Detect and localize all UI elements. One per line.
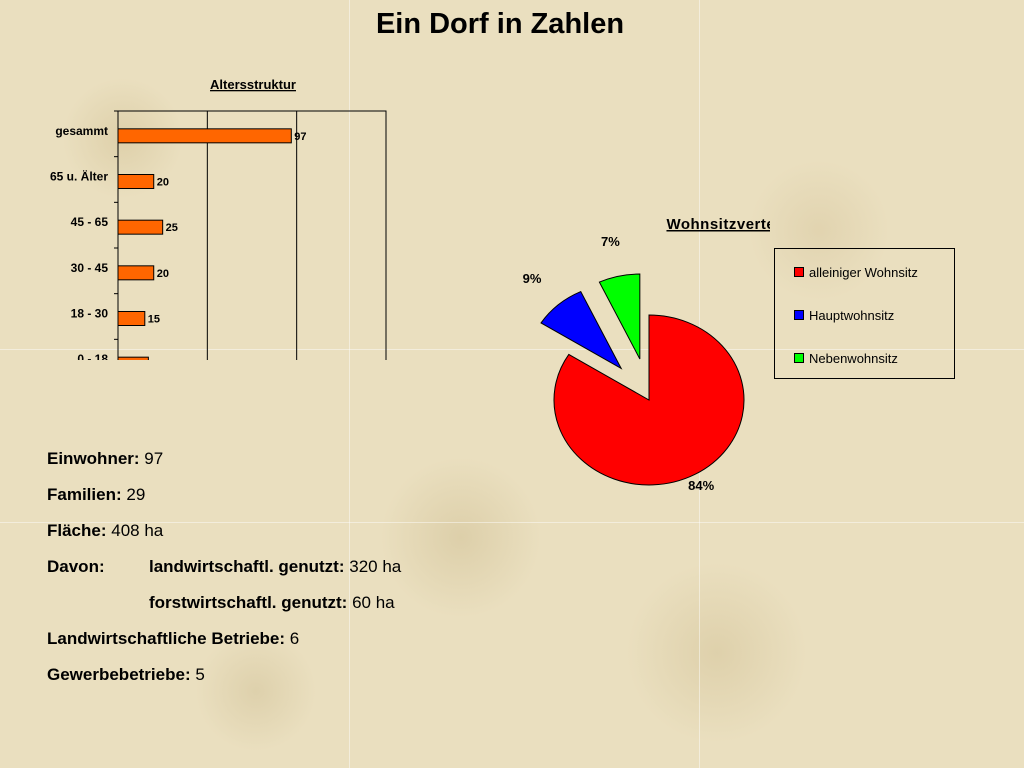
fact-label: Fläche: [47, 521, 107, 540]
fact-flaeche: Fläche: 408 ha [47, 518, 401, 554]
category-label: 18 - 30 [71, 307, 109, 321]
fact-label: landwirtschaftl. genutzt: [149, 557, 345, 576]
category-label: 0 - 18 [77, 352, 108, 360]
bar [117, 311, 146, 326]
bar-value-label: 15 [148, 314, 160, 326]
legend-item: Hauptwohnsitz [794, 308, 894, 323]
category-label: 65 u. Älter [50, 169, 108, 184]
fact-landwirtschaftl: Davon: landwirtschaftl. genutzt: 320 ha [47, 554, 401, 590]
slide-grid-line [0, 349, 1024, 350]
bar-value-label: 20 [157, 268, 169, 280]
fact-label: Einwohner: [47, 449, 140, 468]
bar-value-label: 20 [157, 177, 169, 189]
legend-item: alleiniger Wohnsitz [794, 265, 918, 280]
legend-item: Nebenwohnsitz [794, 351, 898, 366]
fact-familien: Familien: 29 [47, 482, 401, 518]
fact-einwohner: Einwohner: 97 [47, 446, 401, 482]
pie-slice [540, 290, 623, 370]
bar-value-label: 97 [294, 131, 306, 143]
pie-slice [598, 273, 641, 360]
pie-legend: alleiniger Wohnsitz Hauptwohnsitz Nebenw… [774, 248, 955, 379]
category-label: 30 - 45 [71, 261, 109, 275]
bar [117, 219, 164, 235]
legend-label: Hauptwohnsitz [809, 308, 895, 323]
pie-slice [553, 314, 745, 486]
bar-value-label: 17 [151, 359, 163, 360]
fact-value: 320 ha [349, 557, 402, 576]
fact-value: 5 [195, 665, 205, 684]
page-title: Ein Dorf in Zahlen [375, 8, 625, 40]
pie-value-label: 84% [688, 478, 714, 493]
category-label: gesammt [55, 124, 108, 138]
bar [117, 356, 149, 360]
category-label: 45 - 65 [71, 215, 109, 229]
fact-value: 97 [144, 449, 164, 468]
slide-grid-line [349, 0, 350, 768]
pie-value-label: 7% [601, 234, 620, 249]
slide-grid-line [0, 522, 1024, 523]
bar-value-label: 25 [166, 222, 178, 234]
legend-label: alleiniger Wohnsitz [809, 265, 918, 280]
fact-label: forstwirtschaftl. genutzt: [149, 593, 348, 612]
pie-value-label: 9% [523, 271, 542, 286]
legend-swatch-green [794, 353, 804, 363]
fact-davon-label: Davon: [47, 557, 105, 576]
legend-swatch-red [794, 267, 804, 277]
bar [117, 128, 292, 144]
legend-label: Nebenwohnsitz [809, 351, 898, 366]
pie-chart-title: Wohnsitzverteilung [666, 216, 770, 233]
fact-value: 60 ha [352, 593, 395, 612]
fact-value: 6 [289, 629, 300, 648]
fact-forstwirtschaftl: forstwirtschaftl. genutzt: 60 ha [47, 590, 401, 626]
fact-label: Familien: [47, 485, 122, 504]
bar [117, 265, 155, 281]
fact-value: 29 [126, 485, 146, 504]
residence-pie-chart: Wohnsitzverteilung 84% 9% 7% [523, 216, 770, 493]
bar [117, 174, 155, 189]
fact-label: Landwirtschaftliche Betriebe: [47, 629, 286, 648]
fact-value: 408 ha [111, 521, 164, 540]
legend-swatch-blue [794, 310, 804, 320]
fact-betriebe: Landwirtschaftliche Betriebe: 6 [47, 626, 401, 662]
age-bar-chart: Altersstruktur05010015097gesammt2065 u. … [50, 77, 387, 360]
village-facts: Einwohner: 97 Familien: 29 Fläche: 408 h… [47, 446, 401, 698]
bar-chart-title: Altersstruktur [210, 77, 296, 92]
fact-label: Gewerbebetriebe: [47, 665, 191, 684]
fact-gewerbe: Gewerbebetriebe: 5 [47, 662, 401, 698]
